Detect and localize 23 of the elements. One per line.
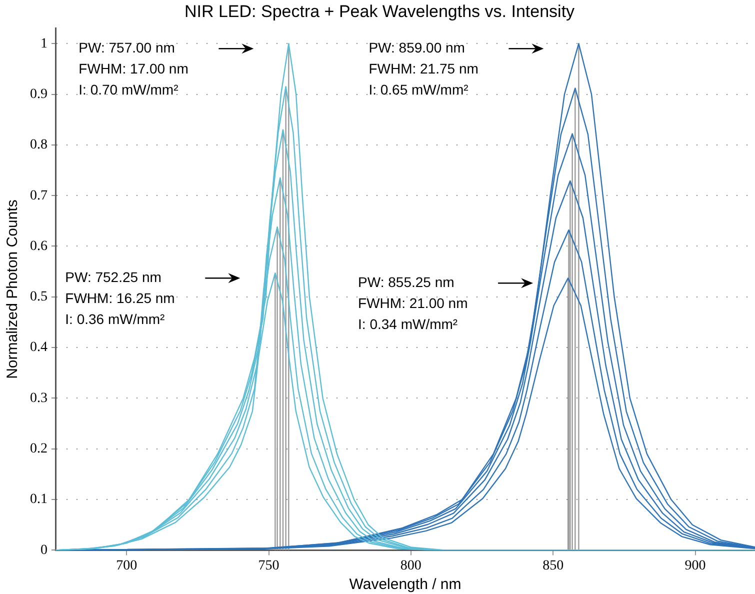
annotation: PW: 752.25 nm FWHM: 16.25 nm I: 0.36 mW/mm² [65,268,175,327]
annotation: PW: 855.25 nm FWHM: 21.00 nm I: 0.34 mW/mm² [358,274,468,332]
x-tick-label: 800 [400,558,422,574]
y-tick-label: 0.2 [30,442,48,457]
y-tick-label: 0.9 [30,86,48,102]
x-tick-label: 700 [116,558,138,574]
y-axis-title: Normalized Photon Counts [4,200,22,379]
y-tick-label: 1 [40,36,48,52]
annotation: PW: 757.00 nm FWHM: 17.00 nm I: 0.70 mW/mm² [78,39,188,98]
x-tick-label: 850 [542,558,564,574]
y-tick-label: 0.1 [30,492,48,508]
y-tick-label: 0.8 [30,138,48,153]
y-tick-label: 0 [40,542,48,558]
y-tick-label: 0.4 [30,340,48,356]
x-tick-label: 750 [258,558,280,574]
x-axis-title: Wavelength / nm [349,576,462,594]
x-tick-label: 900 [684,558,706,574]
annotation: PW: 859.00 nm FWHM: 21.75 nm I: 0.65 mW/mm² [368,39,478,98]
y-tick-label: 0.5 [30,290,48,305]
chart-title: NIR LED: Spectra + Peak Wavelengths vs. Intensity [184,2,576,21]
y-tick-label: 0.6 [30,238,48,254]
y-tick-label: 0.7 [30,188,48,204]
y-tick-label: 0.3 [30,390,48,406]
